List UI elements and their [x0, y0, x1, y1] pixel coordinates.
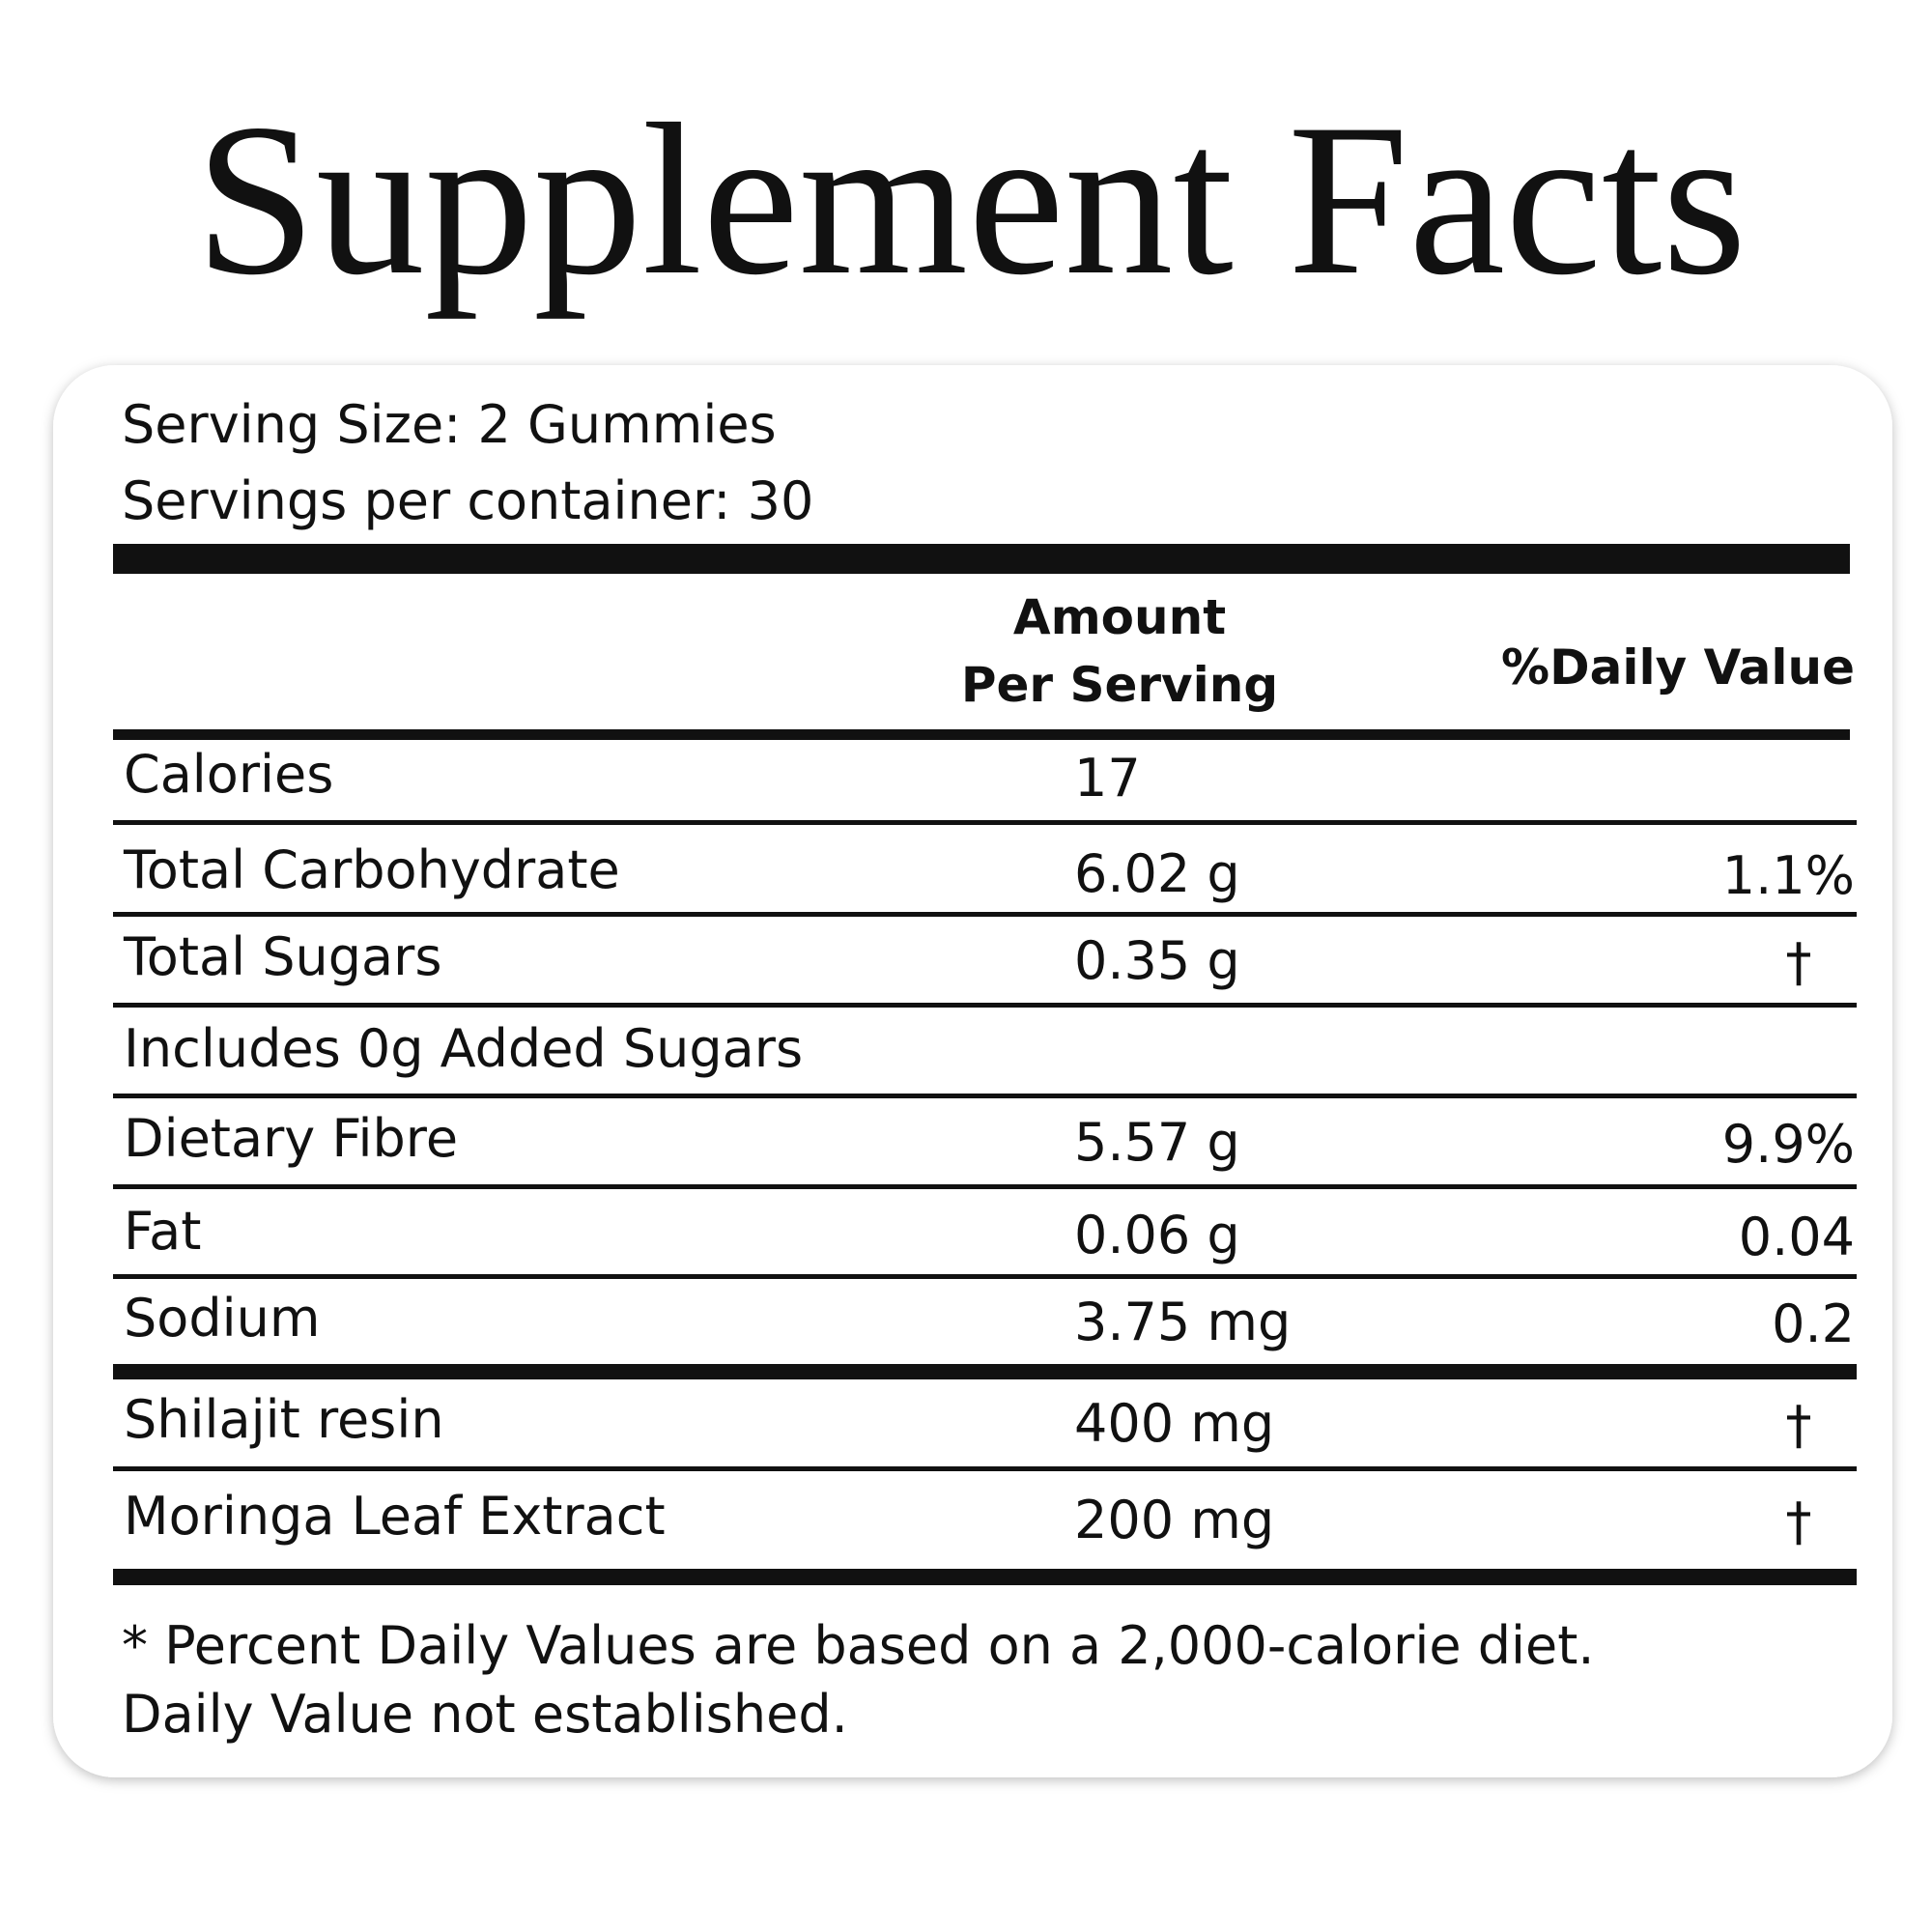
row-label: Total Carbohydrate [123, 839, 620, 900]
amount: 0.06 g [1074, 1205, 1240, 1265]
row-label: Total Sugars [123, 926, 441, 987]
daily-value: 0.2 [1772, 1293, 1855, 1354]
amount: 5.57 g [1074, 1112, 1240, 1173]
row-divider [113, 1094, 1857, 1098]
row-label: Calories [124, 744, 333, 805]
row-divider [113, 1003, 1857, 1008]
daily-value: † [1786, 932, 1812, 993]
daily-value: † [1786, 1395, 1812, 1456]
rows: Calories 17 Total Carbohydrate 6.02 g 1.1% To… [113, 744, 1857, 1585]
row-divider [113, 1274, 1857, 1279]
amount: 17 [1074, 748, 1141, 809]
row-label: Includes 0g Added Sugars [124, 1018, 803, 1079]
daily-value: 1.1% [1722, 845, 1855, 906]
daily-value: 0.04 [1739, 1207, 1855, 1267]
footnote: * Percent Daily Values are based on a 2,… [122, 1615, 1595, 1676]
row-divider [113, 1466, 1857, 1471]
divider-thick [113, 544, 1850, 574]
amount: 200 mg [1074, 1490, 1274, 1550]
row-divider [113, 1184, 1857, 1189]
serving-size: Serving Size: 2 Gummies [122, 394, 777, 455]
amount: 6.02 g [1074, 843, 1240, 904]
amount: 0.35 g [1074, 930, 1240, 991]
row-divider [113, 820, 1857, 825]
column-header: %Daily Value [1501, 639, 1855, 696]
row-divider [113, 1569, 1857, 1585]
row-label: Fat [124, 1201, 201, 1262]
footnote: Daily Value not established. [122, 1684, 848, 1745]
row-label: Sodium [124, 1288, 320, 1349]
daily-value: † [1786, 1492, 1812, 1552]
row-label: Dietary Fibre [124, 1108, 458, 1169]
amount: 400 mg [1074, 1393, 1274, 1454]
row-label: Moringa Leaf Extract [124, 1486, 666, 1547]
card [53, 365, 1892, 1777]
title: Supplement Facts [195, 78, 1747, 320]
servings-per-container: Servings per container: 30 [122, 470, 813, 531]
row-label: Shilajit resin [124, 1389, 444, 1450]
column-header: Amount Per Serving [961, 589, 1278, 713]
row-divider [113, 912, 1857, 917]
row-divider [113, 1364, 1857, 1379]
amount: 3.75 mg [1074, 1292, 1291, 1352]
divider [113, 729, 1850, 740]
daily-value: 9.9% [1722, 1114, 1855, 1175]
